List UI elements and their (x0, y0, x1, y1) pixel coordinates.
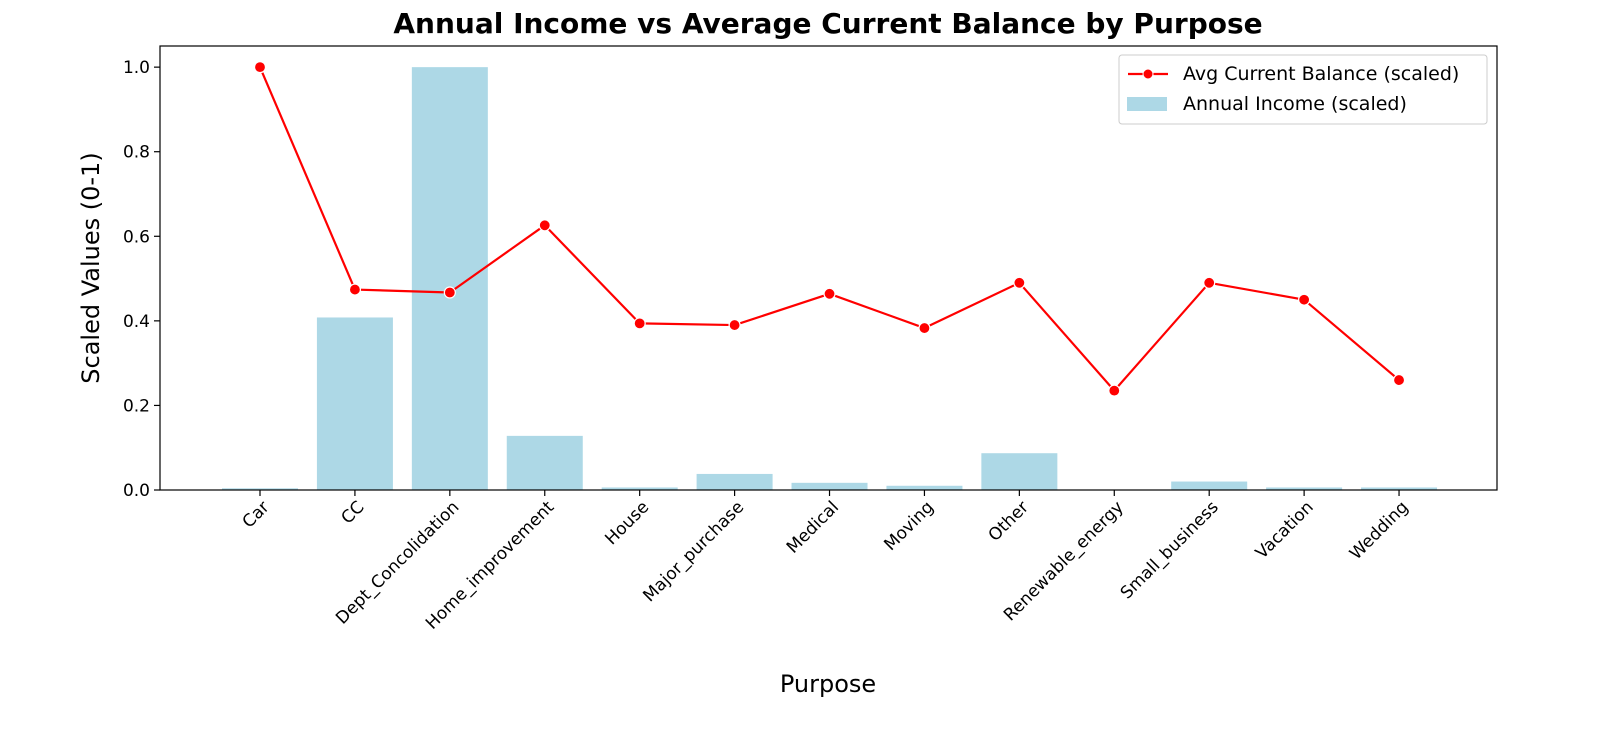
legend-label-balance: Avg Current Balance (scaled) (1183, 63, 1459, 85)
bar-wedding (1361, 487, 1438, 490)
legend-label-income: Annual Income (scaled) (1183, 93, 1407, 115)
bar-series (222, 67, 1438, 491)
bar-home-improvement (506, 435, 583, 490)
balance-point-dept-concolidation (443, 286, 456, 299)
y-tick-label: 0.2 (123, 396, 150, 416)
balance-point-cc (348, 283, 362, 296)
y-tick-label: 0.0 (123, 481, 150, 501)
balance-point-other (1013, 276, 1026, 289)
x-tick-label-house: House (601, 497, 653, 549)
balance-point-vacation (1298, 293, 1311, 306)
bar-vacation (1266, 487, 1343, 490)
legend-line-marker (1142, 68, 1154, 80)
y-axis-label: Scaled Values (0-1) (77, 152, 105, 383)
balance-point-moving (918, 321, 931, 335)
balance-point-medical (823, 287, 836, 300)
legend-box (1118, 54, 1488, 125)
bar-house (601, 487, 678, 490)
x-axis-label: Purpose (780, 670, 876, 698)
bar-dept-concolidation (411, 67, 488, 491)
x-tick-label-major-purchase: Major_purchase (639, 497, 748, 606)
balance-point-house (633, 317, 646, 330)
y-axis: 0.0 0.2 0.4 0.6 0.8 1.0 (123, 58, 160, 501)
balance-point-small-business (1203, 276, 1216, 289)
legend-bar-swatch (1127, 97, 1167, 111)
x-tick-label-cc: CC (338, 497, 369, 528)
x-tick-label-wedding: Wedding (1346, 497, 1413, 564)
line-series (253, 61, 1406, 397)
balance-point-wedding (1392, 373, 1406, 387)
chart-title: Annual Income vs Average Current Balance… (393, 7, 1262, 40)
y-tick-label: 1.0 (123, 58, 150, 78)
x-tick-label-car: Car (239, 497, 274, 532)
plot-frame (159, 45, 1498, 491)
balance-point-major-purchase (728, 318, 741, 332)
balance-point-home-improvement (538, 219, 551, 232)
y-tick-label: 0.4 (123, 312, 150, 332)
bar-major-purchase (696, 473, 773, 490)
bar-car (222, 488, 298, 490)
bar-other (981, 453, 1058, 490)
bar-small-business (1171, 481, 1248, 490)
bar-moving (886, 485, 963, 490)
x-tick-label-moving: Moving (880, 497, 938, 555)
x-tick-label-medical: Medical (783, 497, 843, 557)
x-tick-label-other: Other (985, 497, 1033, 545)
bar-medical (791, 482, 868, 490)
balance-point-renewable-energy (1108, 384, 1121, 397)
y-tick-label: 0.8 (123, 143, 150, 163)
bar-cc (316, 317, 393, 490)
x-tick-label-vacation: Vacation (1252, 497, 1318, 563)
balance-point-car (253, 61, 267, 74)
x-tick-label-small-business: Small_business (1117, 497, 1223, 603)
legend: Avg Current Balance (scaled) Annual Inco… (1118, 54, 1488, 125)
y-tick-label: 0.6 (123, 227, 150, 247)
